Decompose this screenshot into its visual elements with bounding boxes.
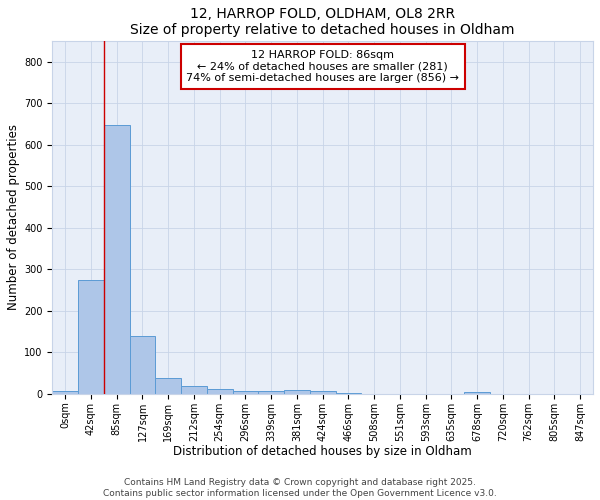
Bar [130,336,155,394]
Bar [233,390,259,394]
Bar [104,125,130,394]
Bar [464,392,490,394]
Bar [78,280,104,394]
Bar [310,390,335,394]
Bar [284,390,310,394]
Bar [181,386,207,394]
Bar [207,389,233,394]
Text: 12 HARROP FOLD: 86sqm
← 24% of detached houses are smaller (281)
74% of semi-det: 12 HARROP FOLD: 86sqm ← 24% of detached … [186,50,459,83]
Bar [52,390,78,394]
Text: Contains HM Land Registry data © Crown copyright and database right 2025.
Contai: Contains HM Land Registry data © Crown c… [103,478,497,498]
Bar [259,390,284,394]
X-axis label: Distribution of detached houses by size in Oldham: Distribution of detached houses by size … [173,445,472,458]
Bar [335,392,361,394]
Bar [155,378,181,394]
Title: 12, HARROP FOLD, OLDHAM, OL8 2RR
Size of property relative to detached houses in: 12, HARROP FOLD, OLDHAM, OL8 2RR Size of… [130,7,515,37]
Y-axis label: Number of detached properties: Number of detached properties [7,124,20,310]
